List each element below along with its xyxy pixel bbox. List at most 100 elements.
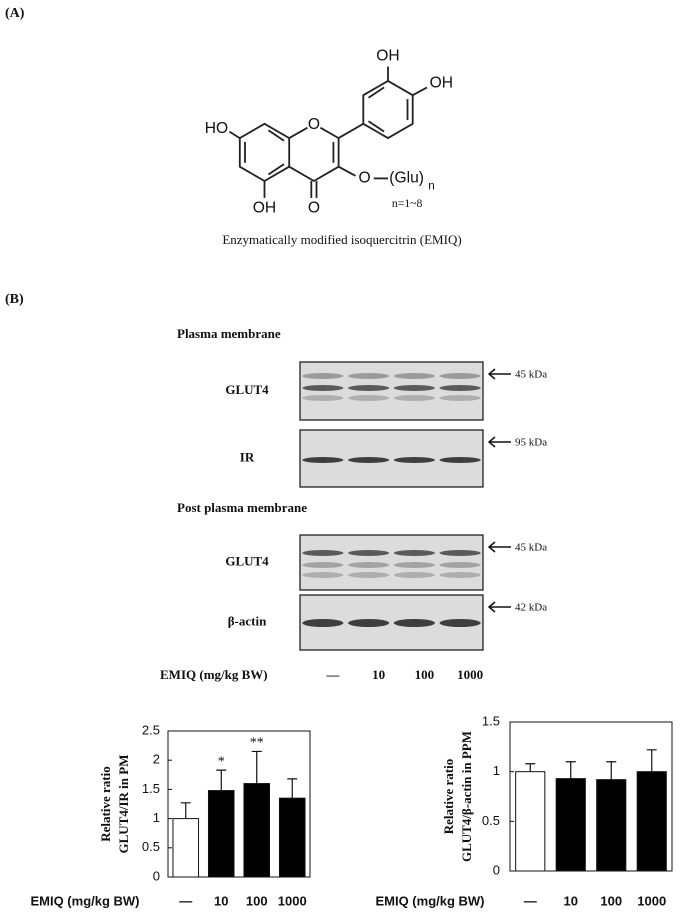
y-tick-label: 0.5 — [482, 813, 500, 828]
significance-mark: * — [218, 754, 225, 769]
blot-band — [439, 619, 481, 627]
blot-band — [302, 550, 344, 556]
x-tick-label: — — [524, 893, 537, 908]
x-tick-label: 10 — [214, 893, 228, 908]
bar — [636, 771, 667, 872]
lane-label: 10 — [372, 667, 385, 682]
atom-label: HO — [205, 120, 228, 137]
bar — [172, 818, 200, 878]
x-tick-label: 100 — [246, 893, 268, 908]
blot-background — [299, 534, 484, 591]
blot-band — [393, 373, 435, 379]
blot-band — [393, 395, 435, 401]
blot-band — [393, 619, 435, 627]
x-tick-label: 1000 — [637, 893, 666, 908]
arrow — [487, 368, 511, 380]
blot-band — [393, 562, 435, 568]
error-bar — [565, 761, 576, 779]
error-bar — [251, 750, 262, 784]
arrow — [487, 541, 511, 553]
y-tick-label: 0 — [493, 862, 500, 877]
blot-band — [393, 550, 435, 556]
y-tick-label: 1.5 — [482, 713, 500, 728]
bar — [596, 779, 627, 872]
protein-label: β-actin — [228, 613, 267, 628]
error-bar — [646, 749, 657, 772]
atom-label: O — [308, 199, 320, 216]
bar — [555, 778, 586, 872]
x-tick-label: 10 — [564, 893, 578, 908]
atom-label: O — [359, 170, 371, 187]
y-tick-label: 2.5 — [142, 722, 160, 737]
x-tick-label: — — [179, 893, 192, 908]
blot-band — [439, 562, 481, 568]
bar — [207, 790, 235, 878]
y-tick-label: 1.5 — [142, 781, 160, 796]
section-heading: Plasma membrane — [177, 326, 281, 341]
lane-label: 1000 — [457, 667, 483, 682]
error-bar — [606, 761, 617, 780]
bar — [243, 783, 271, 878]
x-axis-label: EMIQ (mg/kg BW) — [375, 893, 484, 908]
atom-label: OH — [430, 75, 453, 92]
y-axis-label: Relative ratio — [98, 766, 113, 841]
y-tick-label: 1 — [153, 810, 160, 825]
protein-label: GLUT4 — [225, 382, 269, 397]
blot-band — [439, 385, 481, 391]
blot-band — [302, 619, 344, 627]
arrow — [487, 601, 511, 613]
significance-mark: ** — [250, 736, 264, 751]
y-tick-label: 1 — [493, 763, 500, 778]
blot-band — [393, 457, 435, 463]
blot-band — [348, 395, 390, 401]
error-bar — [525, 763, 536, 772]
size-label: 42 kDa — [515, 602, 547, 614]
size-label: 45 kDa — [515, 369, 547, 381]
blot-band — [348, 572, 390, 578]
blot-band — [302, 395, 344, 401]
lane-label: — — [325, 667, 340, 682]
atom-label: OH — [376, 47, 399, 64]
blot-band — [439, 373, 481, 379]
bar — [515, 771, 546, 872]
blot-band — [393, 572, 435, 578]
size-label: 45 kDa — [515, 542, 547, 554]
size-label: 95 kDa — [515, 437, 547, 449]
error-bar — [216, 769, 227, 791]
atom-label: OH — [253, 199, 276, 216]
x-tick-label: 100 — [600, 893, 622, 908]
caption: Enzymatically modified isoquercitrin (EM… — [222, 232, 461, 247]
blot-band — [302, 385, 344, 391]
y-axis-label: GLUT4/β-actin in PPM — [459, 731, 474, 862]
protein-label: IR — [240, 449, 255, 464]
plot-frame — [509, 721, 673, 872]
y-tick-label: 0 — [153, 868, 160, 883]
x-tick-label: 1000 — [278, 893, 307, 908]
blot-band — [348, 619, 390, 627]
n-range: n=1~8 — [392, 197, 423, 210]
protein-label: GLUT4 — [225, 553, 269, 568]
y-tick-label: 0.5 — [142, 839, 160, 854]
lane-label: 100 — [415, 667, 435, 682]
panel-label: (A) — [5, 6, 25, 21]
chemical-structure: OH OH HO O OH O O (Glu) n n=1~8 — [205, 47, 453, 216]
atom-subscript: n — [428, 179, 435, 192]
blot-band — [302, 562, 344, 568]
blot-band — [439, 457, 481, 463]
blot-band — [348, 385, 390, 391]
blot-band — [348, 373, 390, 379]
y-axis-label: Relative ratio — [441, 759, 456, 834]
panel-label: (B) — [5, 292, 24, 307]
blot-band — [302, 373, 344, 379]
arrow — [487, 436, 511, 448]
error-bar — [180, 802, 191, 819]
bar — [278, 797, 306, 878]
y-axis-label: GLUT4/IR in PM — [116, 755, 131, 854]
section-heading: Post plasma membrane — [177, 500, 307, 515]
blot-band — [302, 572, 344, 578]
lane-title: EMIQ (mg/kg BW) — [160, 667, 268, 682]
y-tick-label: 2 — [153, 752, 160, 767]
blot-band — [439, 550, 481, 556]
plot-frame — [167, 730, 311, 878]
